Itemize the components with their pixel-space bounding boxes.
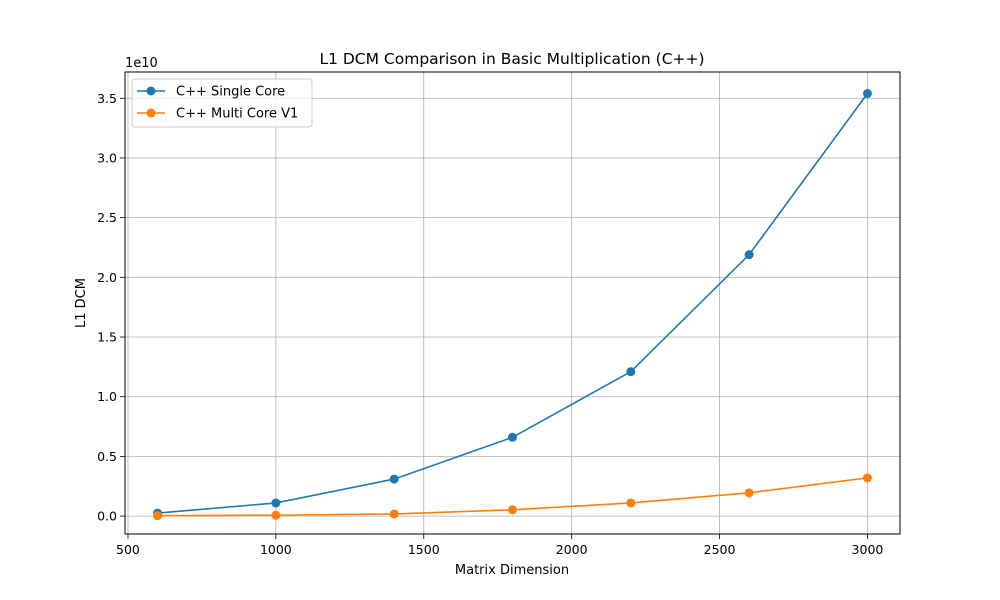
data-point [389, 474, 399, 484]
y-tick-label: 0.0 [97, 509, 117, 524]
y-offset-text: 1e10 [125, 56, 158, 71]
x-tick-label: 2000 [556, 542, 588, 557]
data-point [626, 367, 636, 377]
x-tick-label: 2500 [704, 542, 736, 557]
legend: C++ Single Core C++ Multi Core V1 [131, 78, 313, 128]
x-axis: 500 1000 1500 2000 2500 3000 [116, 534, 883, 557]
series-line [157, 93, 869, 514]
y-tick-label: 3.0 [97, 150, 117, 165]
legend-box [131, 78, 313, 128]
y-axis-label: L1 DCM [74, 278, 89, 328]
data-point [862, 473, 872, 483]
data-point [271, 510, 281, 520]
data-point [744, 250, 754, 260]
data-point [508, 432, 517, 442]
legend-marker [146, 108, 156, 118]
plot-frame [124, 71, 901, 535]
data-point [271, 498, 281, 508]
y-tick-label: 1.0 [97, 389, 117, 404]
legend-label: C++ Multi Core V1 [176, 107, 298, 122]
data-point [153, 511, 163, 521]
x-tick-label: 1000 [260, 542, 292, 557]
x-axis-label: Matrix Dimension [455, 563, 569, 578]
y-tick-label: 1.5 [97, 330, 117, 345]
data-point [389, 509, 399, 519]
y-tick-label: 2.5 [97, 210, 117, 225]
x-tick-label: 500 [116, 542, 140, 557]
y-tick-label: 0.5 [97, 449, 117, 464]
x-tick-label: 3000 [852, 542, 884, 557]
series-layer [153, 88, 872, 521]
y-tick-label: 2.0 [97, 270, 117, 285]
series-2 [153, 473, 872, 521]
data-point [626, 498, 636, 508]
data-point [508, 505, 517, 515]
grid [125, 72, 900, 534]
data-point [862, 88, 872, 98]
series-1 [153, 88, 872, 518]
y-tick-label: 3.5 [97, 91, 117, 106]
x-tick-label: 1500 [408, 542, 440, 557]
data-point [744, 488, 754, 498]
y-axis: 0.0 0.5 1.0 1.5 2.0 2.5 3.0 3.5 [97, 91, 125, 524]
legend-marker [146, 86, 156, 96]
chart-title: L1 DCM Comparison in Basic Multiplicatio… [319, 50, 704, 68]
legend-label: C++ Single Core [176, 85, 285, 100]
